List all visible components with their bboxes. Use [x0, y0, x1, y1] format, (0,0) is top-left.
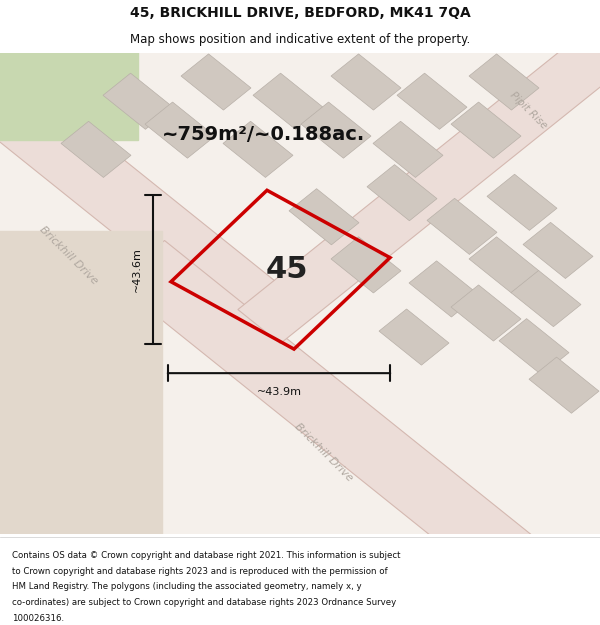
Text: Map shows position and indicative extent of the property.: Map shows position and indicative extent… [130, 33, 470, 46]
Polygon shape [427, 198, 497, 254]
Text: HM Land Registry. The polygons (including the associated geometry, namely x, y: HM Land Registry. The polygons (includin… [12, 582, 362, 591]
Text: 45, BRICKHILL DRIVE, BEDFORD, MK41 7QA: 45, BRICKHILL DRIVE, BEDFORD, MK41 7QA [130, 6, 470, 20]
Text: ~759m²/~0.188ac.: ~759m²/~0.188ac. [163, 126, 365, 144]
Text: Brickhill Drive: Brickhill Drive [38, 224, 100, 286]
Polygon shape [331, 54, 401, 110]
Polygon shape [451, 285, 521, 341]
Polygon shape [499, 319, 569, 375]
Bar [0, 29, 138, 140]
Polygon shape [145, 102, 215, 158]
Polygon shape [523, 222, 593, 279]
Polygon shape [373, 121, 443, 177]
Polygon shape [113, 241, 547, 588]
Polygon shape [238, 3, 600, 344]
Polygon shape [331, 237, 401, 293]
Polygon shape [301, 102, 371, 158]
Polygon shape [529, 357, 599, 413]
Polygon shape [223, 121, 293, 177]
Text: Contains OS data © Crown copyright and database right 2021. This information is : Contains OS data © Crown copyright and d… [12, 551, 401, 560]
Polygon shape [451, 102, 521, 158]
Polygon shape [409, 261, 479, 317]
Polygon shape [469, 54, 539, 110]
Polygon shape [469, 237, 539, 293]
Text: to Crown copyright and database rights 2023 and is reproduced with the permissio: to Crown copyright and database rights 2… [12, 566, 388, 576]
Text: 45: 45 [265, 255, 308, 284]
Polygon shape [103, 73, 173, 129]
Polygon shape [379, 309, 449, 365]
Polygon shape [511, 271, 581, 327]
Text: 100026316.: 100026316. [12, 614, 64, 623]
Text: ~43.9m: ~43.9m [257, 387, 302, 397]
Polygon shape [289, 189, 359, 245]
Polygon shape [487, 174, 557, 231]
Text: Brickhill Drive: Brickhill Drive [293, 421, 355, 484]
Polygon shape [253, 73, 323, 129]
Polygon shape [397, 73, 467, 129]
Polygon shape [0, 0, 307, 347]
Bar [0, 231, 162, 559]
Text: ~43.6m: ~43.6m [132, 248, 142, 292]
Text: co-ordinates) are subject to Crown copyright and database rights 2023 Ordnance S: co-ordinates) are subject to Crown copyr… [12, 598, 396, 608]
Polygon shape [367, 164, 437, 221]
Polygon shape [181, 54, 251, 110]
Text: Pipit Rise: Pipit Rise [508, 91, 548, 131]
Polygon shape [61, 121, 131, 177]
